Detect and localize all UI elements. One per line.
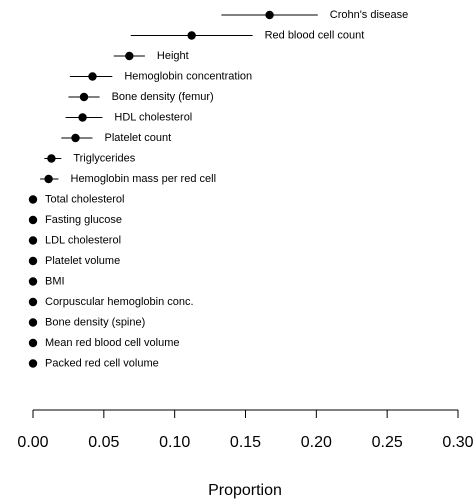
point	[28, 297, 38, 307]
point-label: HDL cholesterol	[114, 111, 192, 123]
point	[265, 10, 274, 20]
point	[28, 215, 38, 225]
point-label: Bone density (femur)	[112, 91, 214, 103]
point-label: Crohn's disease	[330, 9, 409, 21]
point	[28, 277, 38, 286]
x-tick-label: 0.00	[17, 434, 48, 451]
x-axis-label: Proportion	[208, 482, 282, 499]
point	[28, 318, 38, 327]
point-label: Packed red cell volume	[45, 357, 159, 369]
point-label: LDL cholesterol	[45, 234, 121, 246]
point-label: Total cholesterol	[45, 193, 125, 205]
point	[71, 133, 80, 143]
x-tick-label: 0.20	[301, 434, 332, 451]
point	[125, 51, 134, 61]
point-label: Corpuscular hemoglobin conc.	[45, 296, 194, 308]
point-label: Fasting glucose	[45, 214, 122, 226]
x-tick-label: 0.30	[442, 434, 473, 451]
point-label: Platelet count	[105, 132, 172, 144]
point-label: BMI	[45, 275, 65, 287]
point-label: Height	[157, 50, 189, 62]
point-label: Platelet volume	[45, 255, 120, 267]
point	[28, 359, 38, 368]
point-label: Hemoglobin mass per red cell	[71, 173, 217, 185]
x-tick-label: 0.10	[159, 434, 190, 451]
point	[28, 338, 38, 348]
point-label: Red blood cell count	[265, 29, 365, 41]
point	[28, 256, 38, 266]
point	[44, 174, 53, 184]
point-label: Bone density (spine)	[45, 316, 145, 328]
x-tick-label: 0.15	[230, 434, 261, 451]
x-tick-label: 0.25	[372, 434, 403, 451]
point	[187, 31, 196, 40]
point	[88, 72, 97, 81]
point-label: Hemoglobin concentration	[124, 70, 252, 82]
x-tick-label: 0.05	[88, 434, 119, 451]
point	[78, 113, 87, 122]
point-label: Triglycerides	[73, 152, 135, 164]
point	[79, 92, 89, 102]
point	[47, 154, 56, 163]
point	[28, 236, 38, 245]
point-label: Mean red blood cell volume	[45, 337, 180, 349]
point	[28, 195, 38, 204]
